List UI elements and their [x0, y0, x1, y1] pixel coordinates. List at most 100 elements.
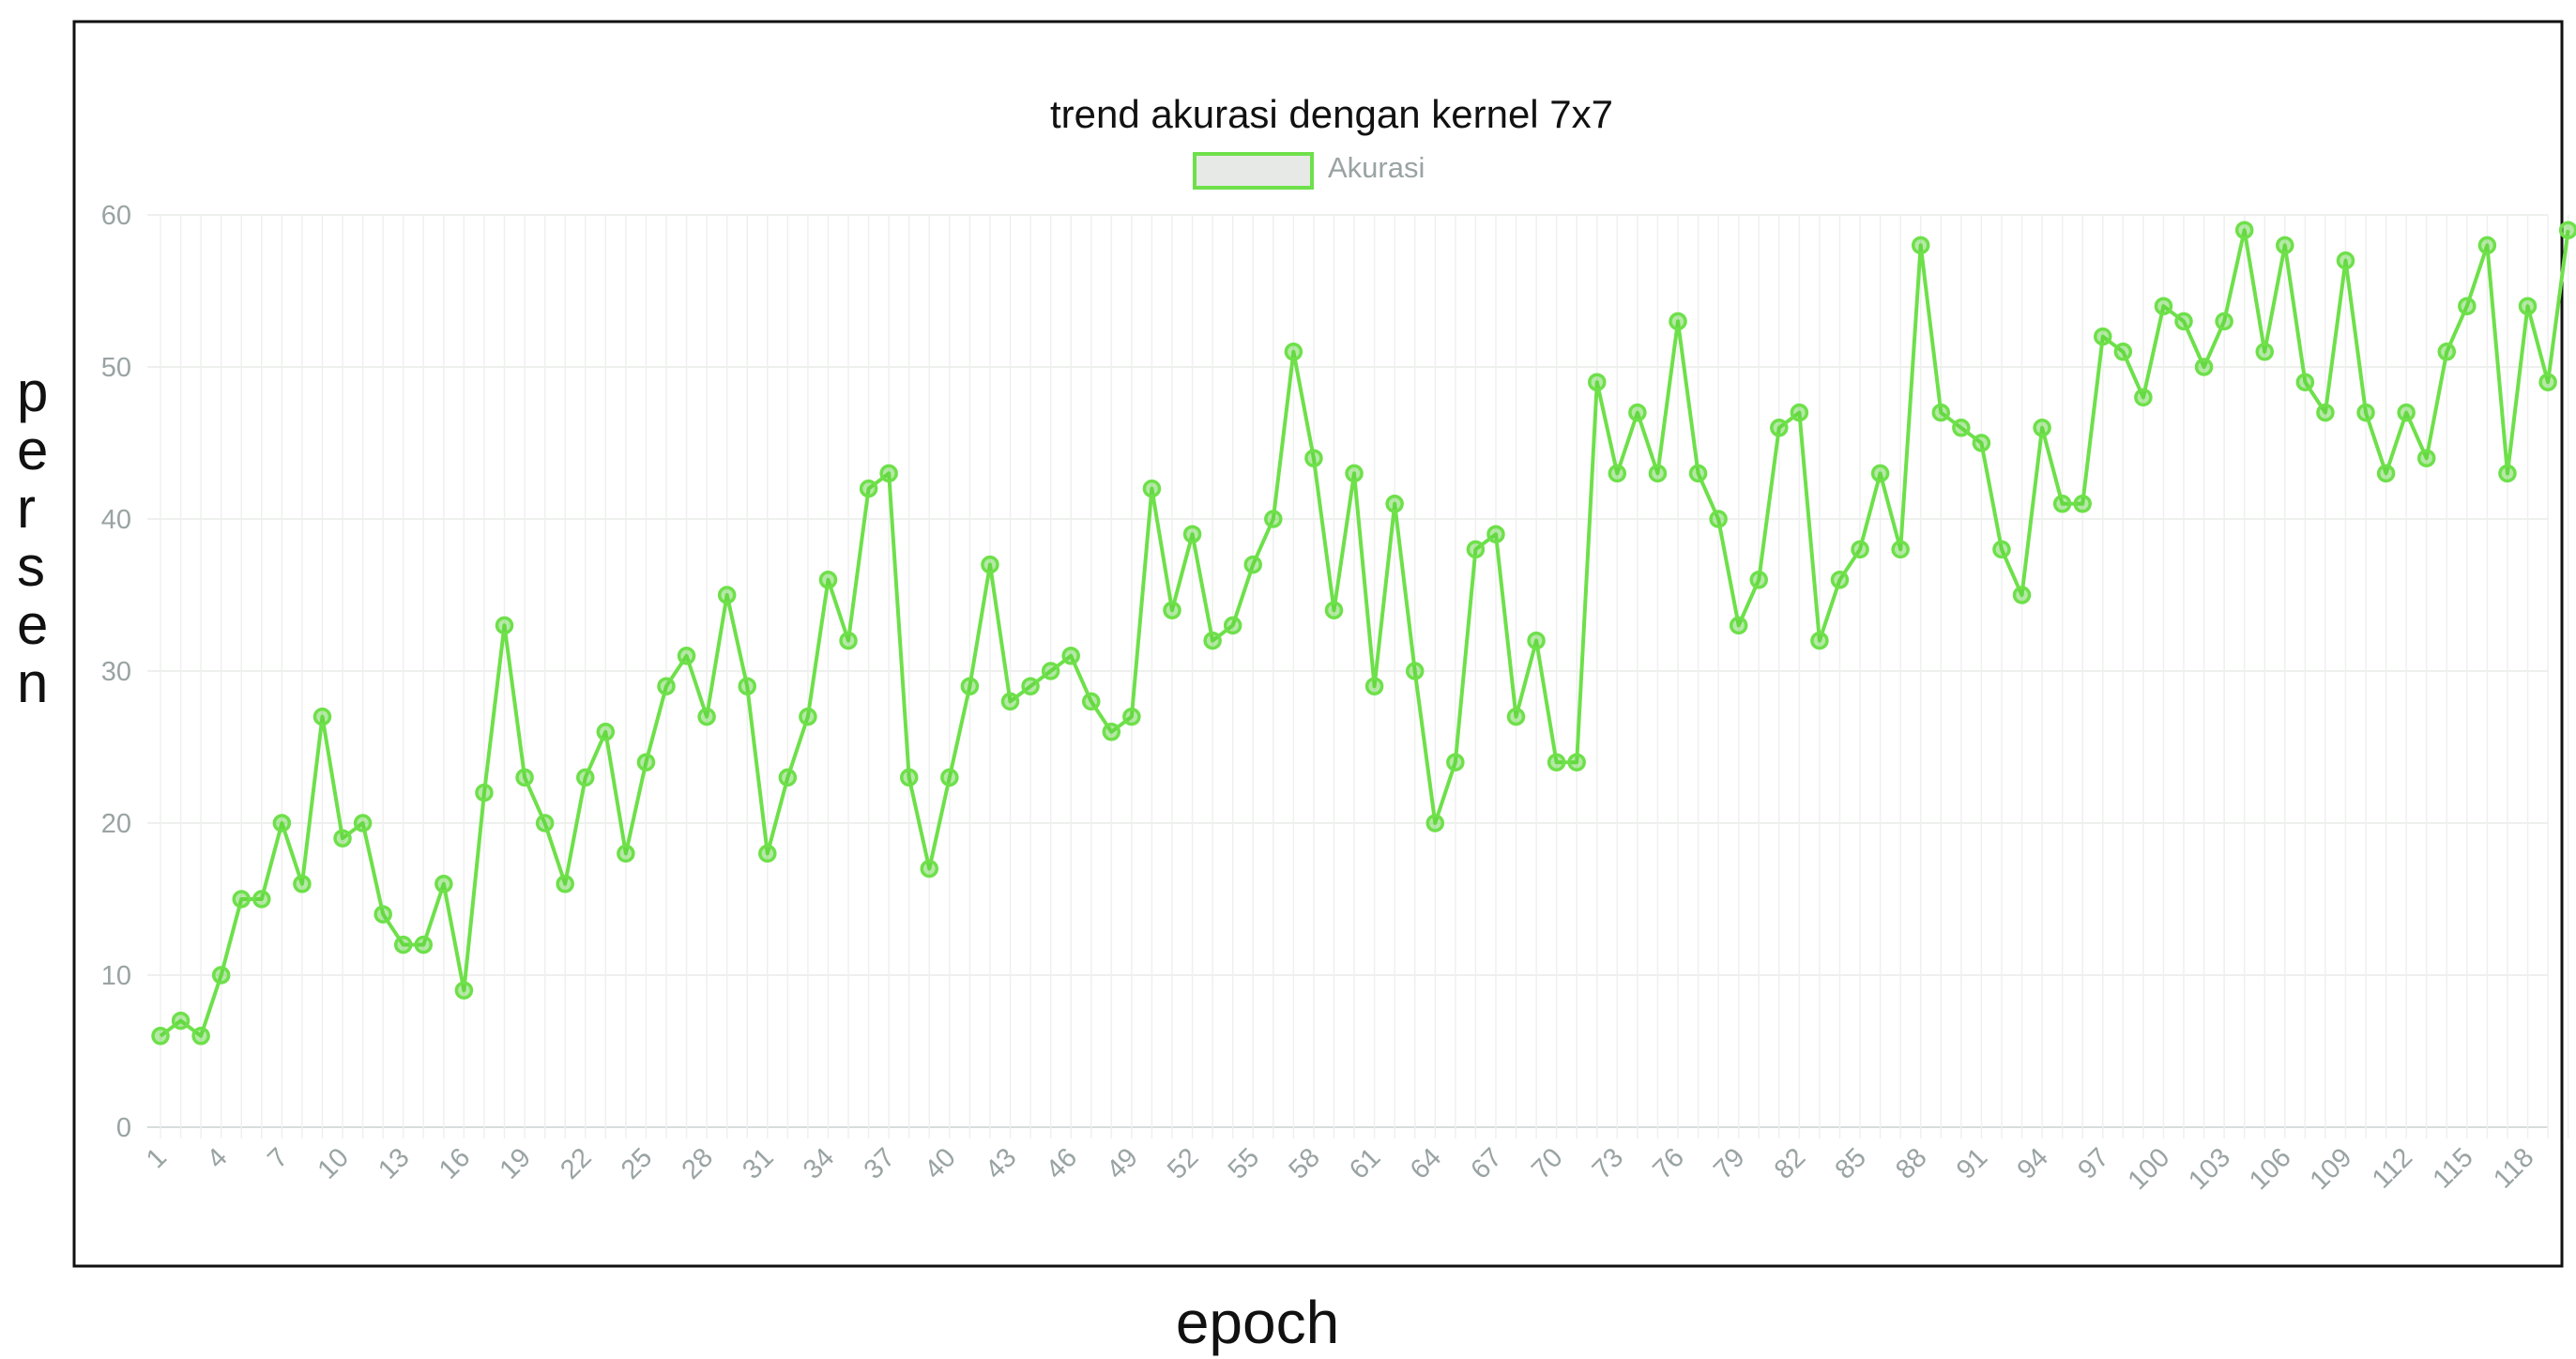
data-point: [333, 829, 352, 847]
data-point: [2397, 403, 2416, 422]
data-point: [1648, 464, 1668, 483]
data-point: [353, 814, 373, 832]
data-point: [920, 859, 939, 878]
data-point: [1870, 464, 1890, 483]
y-axis-label-letter: n: [17, 651, 48, 714]
data-point: [556, 875, 574, 893]
series-akurasi: [151, 221, 2576, 1046]
data-point: [2376, 464, 2396, 483]
data-point: [1182, 525, 1202, 543]
data-point: [677, 647, 696, 665]
y-tick-label: 30: [101, 657, 131, 687]
data-point: [1203, 631, 1222, 650]
y-axis-label-letter: s: [17, 535, 45, 598]
data-point: [1527, 631, 1546, 650]
data-point: [818, 571, 838, 589]
data-point: [2295, 373, 2315, 391]
chart-title: trend akurasi dengan kernel 7x7: [1050, 92, 1613, 136]
y-tick-label: 0: [116, 1113, 131, 1143]
data-point: [1061, 647, 1080, 665]
data-point: [1588, 373, 1607, 391]
data-point: [1688, 464, 1708, 483]
legend-label: Akurasi: [1328, 151, 1425, 184]
data-point: [2458, 297, 2477, 315]
y-axis-label-letter: p: [17, 360, 48, 423]
data-point: [1082, 692, 1101, 711]
data-point: [2073, 495, 2092, 513]
data-point: [535, 814, 555, 832]
data-point: [960, 677, 980, 695]
data-point: [272, 814, 292, 832]
data-point: [1567, 753, 1586, 771]
data-point: [1425, 814, 1445, 832]
y-tick-label: 20: [101, 809, 131, 839]
data-point: [2194, 358, 2214, 376]
data-point: [1547, 753, 1566, 771]
y-axis-label-letter: r: [17, 477, 36, 540]
data-point: [373, 905, 392, 924]
legend[interactable]: Akurasi: [1193, 151, 1425, 190]
data-point: [2437, 343, 2457, 361]
data-point: [1223, 616, 1242, 635]
data-point: [1264, 510, 1283, 528]
data-point: [1364, 677, 1384, 695]
data-point: [1709, 510, 1728, 528]
data-point: [2154, 297, 2173, 315]
data-point: [1142, 479, 1162, 498]
data-point: [1324, 601, 1344, 619]
y-tick-label: 10: [101, 961, 131, 991]
data-point: [1385, 495, 1404, 513]
data-point: [2174, 312, 2193, 331]
data-point: [940, 768, 959, 787]
data-point: [879, 464, 898, 483]
y-tick-label: 40: [101, 505, 131, 535]
y-axis-label-letter: e: [17, 419, 48, 481]
data-point: [1000, 692, 1020, 711]
data-point: [1891, 540, 1910, 559]
data-point: [1608, 464, 1627, 483]
x-axis-label: epoch: [1176, 1289, 1339, 1356]
data-point: [839, 631, 858, 650]
data-point: [1669, 312, 1687, 331]
data-point: [211, 966, 231, 985]
data-point: [1243, 555, 1262, 574]
data-point: [1628, 403, 1647, 422]
data-point: [2316, 403, 2335, 422]
data-point: [232, 890, 251, 909]
chart-border: [72, 20, 2564, 1268]
data-point: [2538, 373, 2557, 391]
data-point: [1972, 434, 1991, 452]
data-point: [758, 844, 777, 863]
data-point: [2255, 343, 2274, 361]
data-point: [1729, 616, 1748, 635]
data-point: [1021, 677, 1040, 695]
data-point: [1405, 662, 1425, 680]
data-point: [717, 586, 737, 604]
data-point: [657, 677, 676, 695]
y-axis-ticks: 0 10 20 30 40 50 60: [101, 201, 131, 1143]
data-point: [1122, 707, 1141, 726]
data-point: [495, 616, 514, 635]
data-point: [1790, 403, 1809, 422]
data-point: [1466, 540, 1486, 559]
data-point: [293, 875, 312, 893]
data-point: [981, 555, 999, 574]
data-point: [151, 1027, 170, 1046]
y-axis-label-letter: e: [17, 593, 48, 656]
data-point: [617, 844, 635, 863]
data-point: [1102, 723, 1121, 741]
data-point: [414, 935, 434, 954]
series-line: [159, 228, 2570, 1038]
data-point: [454, 981, 474, 1000]
data-point: [1163, 601, 1181, 619]
data-point: [2215, 312, 2233, 331]
data-point: [1770, 419, 1789, 437]
data-point: [515, 768, 534, 787]
data-point: [799, 707, 817, 726]
data-point: [1851, 540, 1869, 559]
data-point: [2416, 449, 2436, 467]
data-point: [393, 935, 413, 954]
data-point: [2518, 297, 2538, 315]
data-point: [899, 768, 919, 787]
